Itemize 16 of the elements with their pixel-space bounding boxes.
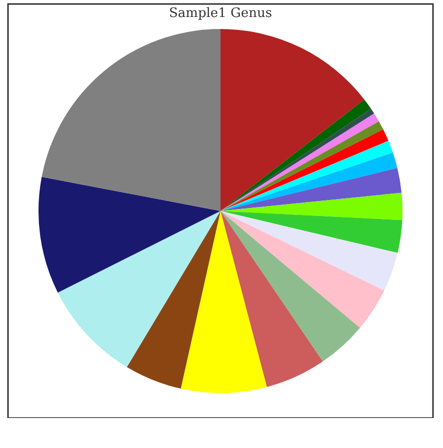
chart-title: Sample1 Genus (168, 6, 272, 21)
pie-slice (220, 168, 402, 211)
pie-slice (220, 211, 323, 387)
pie-slice (220, 211, 360, 362)
pie-slice (220, 211, 384, 328)
pie-slice (220, 29, 364, 211)
pie-slice (126, 211, 220, 389)
pie-slice (38, 176, 220, 293)
pie-slice (58, 211, 220, 368)
pie-slice (220, 211, 398, 291)
pie-slice (220, 152, 398, 211)
pie-slice (220, 140, 393, 211)
pie-slice (220, 192, 402, 220)
pie-slice (180, 211, 267, 393)
pie-slice (42, 29, 220, 211)
pie-slice (220, 211, 402, 253)
